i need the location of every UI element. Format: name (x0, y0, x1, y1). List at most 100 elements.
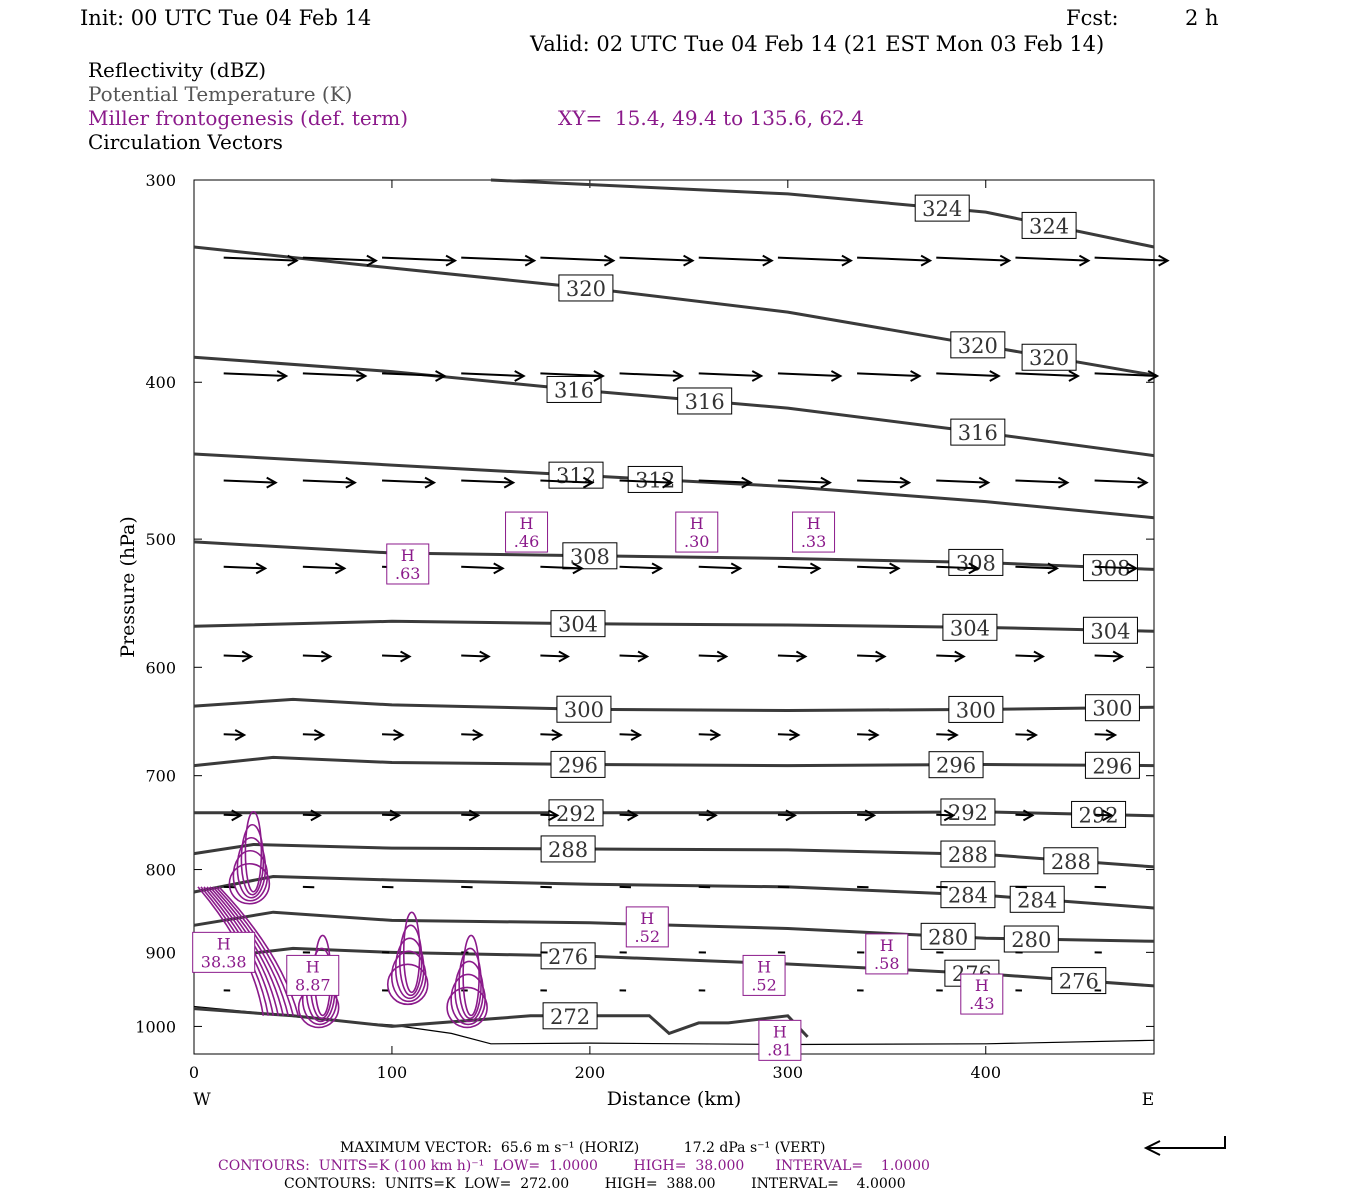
theta-label-box (627, 465, 683, 493)
circulation-vector (461, 565, 503, 570)
y-tick-label: 600 (145, 658, 176, 677)
circulation-vector (698, 813, 716, 817)
frontogenesis-contour (209, 886, 285, 1016)
circulation-vector-head (558, 650, 570, 663)
circulation-vector-head (820, 476, 832, 489)
x-tick-label: 400 (970, 1063, 1001, 1082)
circulation-vector-head (524, 254, 537, 267)
theta-label: 304 (950, 616, 990, 640)
circulation-vector (1015, 733, 1036, 737)
theta-contour-296 (193, 755, 1155, 768)
theta-label-box (948, 695, 1004, 723)
theta-label-box (540, 942, 596, 970)
circulation-vector (619, 813, 637, 817)
frontogenesis-max-value: .46 (514, 532, 539, 551)
circulation-vector-head (920, 254, 933, 267)
theta-label: 300 (1092, 697, 1132, 721)
circulation-vector-head (741, 476, 753, 489)
frontogenesis-max-box (792, 511, 836, 553)
circulation-vector (1094, 565, 1137, 570)
theta-label: 304 (558, 613, 598, 637)
circulation-vector (540, 372, 603, 377)
circulation-vector-head (785, 809, 797, 822)
y-tick-label: 700 (145, 767, 176, 786)
circulation-vector-head (809, 562, 822, 575)
circulation-vector-head (1126, 562, 1139, 575)
theta-label: 292 (948, 801, 988, 825)
theta-contour-288 (193, 842, 1155, 869)
circulation-vector (461, 372, 524, 377)
circulation-vector (302, 813, 320, 817)
theta-label-box (1082, 616, 1138, 644)
circulation-vector (1094, 256, 1168, 262)
circulation-vector (619, 733, 641, 737)
circulation-vector-head (503, 476, 516, 489)
legend-circulation-vectors: Circulation Vectors (88, 130, 283, 154)
circulation-vector-head (978, 476, 991, 489)
circulation-vector-head (547, 809, 560, 822)
theta-label-box (920, 922, 976, 950)
circulation-vector-head (709, 729, 722, 741)
circulation-vector-head (234, 729, 247, 741)
circulation-vector (936, 733, 957, 737)
theta-label-box (1021, 343, 1077, 371)
circulation-vector-head (493, 562, 505, 575)
frontogenesis-contour (218, 886, 300, 1017)
theta-label-box (556, 695, 612, 723)
theta-label: 272 (550, 1005, 590, 1029)
theta-label-box (546, 375, 602, 403)
circulation-vector-head (788, 729, 801, 741)
theta-label-box (550, 610, 606, 638)
circulation-vector-head (472, 729, 484, 741)
frontogenesis-max-value: .30 (684, 532, 709, 551)
circulation-vector-head (889, 562, 901, 575)
theta-label-box (1021, 211, 1077, 239)
frontogenesis-contour (215, 886, 295, 1016)
circulation-vector-head (603, 254, 616, 267)
theta-contour-312 (193, 452, 1155, 520)
circulation-vector-head (345, 476, 357, 489)
circulation-vector (382, 813, 400, 817)
theta-label: 320 (1029, 346, 1069, 370)
frontogenesis-max-box (625, 906, 669, 948)
theta-label: 296 (558, 753, 598, 777)
frontogenesis-max-value: 8.87 (295, 975, 331, 994)
circulation-vector (382, 654, 410, 658)
theta-label-box (1003, 925, 1059, 953)
circulation-vector (936, 479, 989, 484)
circulation-vector-head (572, 562, 584, 575)
theta-label-box (1084, 694, 1140, 722)
frontogenesis-max-value: 38.38 (201, 952, 247, 971)
circulation-vector-head (468, 809, 481, 822)
circulation-vector (698, 733, 720, 737)
frontogenesis-max-box (286, 954, 340, 996)
circulation-vector-head (762, 254, 774, 267)
circulation-vector-head (999, 254, 1012, 267)
theta-label: 292 (556, 802, 596, 826)
circulation-vector-head (445, 254, 458, 267)
frontogenesis-max-letter: H (217, 934, 231, 953)
theta-label: 300 (564, 698, 604, 722)
theta-contour-292 (194, 810, 1155, 818)
circulation-vector-head (795, 650, 808, 663)
circulation-vector (461, 813, 479, 817)
circulation-vector-head (910, 370, 922, 382)
circulation-vector (619, 372, 683, 377)
circulation-vector-head (730, 562, 743, 575)
frontogenesis-max-letter: H (306, 957, 320, 976)
frontogenesis-max-value: .52 (751, 975, 776, 994)
circulation-vector-head (716, 650, 729, 663)
circulation-vector-head (672, 370, 685, 382)
frontogenesis-max-box (386, 543, 430, 585)
circulation-vector (857, 479, 910, 484)
circulation-vector (777, 813, 795, 817)
frontogenesis-max-value: .81 (767, 1040, 792, 1059)
frontogenesis-contour (458, 947, 482, 1020)
circulation-vector-head (662, 476, 674, 489)
circulation-vector (777, 372, 841, 377)
theta-label: 280 (928, 925, 968, 949)
x-end-label-west: W (193, 1090, 211, 1110)
forecast-label: Fcst: (1066, 6, 1119, 30)
circulation-vector (540, 813, 558, 817)
